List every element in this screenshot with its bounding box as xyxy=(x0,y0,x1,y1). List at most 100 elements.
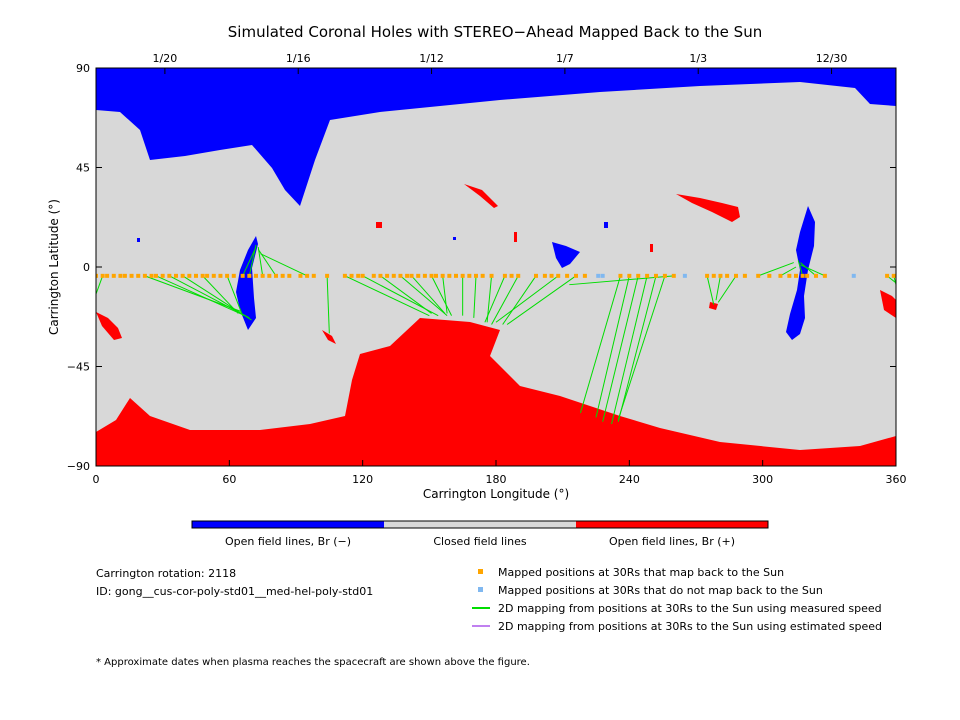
mapped-point xyxy=(398,273,403,278)
x-tick-label: 180 xyxy=(486,473,507,486)
mapped-point xyxy=(405,273,410,278)
colorbar-label: Open field lines, Br (−) xyxy=(225,535,351,548)
mapping-line xyxy=(611,275,648,425)
mapped-point xyxy=(136,273,141,278)
mapping-line xyxy=(431,275,453,316)
mapped-point xyxy=(534,273,538,278)
x-tick-label: 0 xyxy=(93,473,100,486)
mapped-point xyxy=(662,273,667,278)
coronal-hole-positive xyxy=(709,302,718,310)
plot-area xyxy=(95,67,897,467)
mapped-point xyxy=(705,273,710,278)
mapped-point xyxy=(280,273,285,278)
mapping-line xyxy=(797,260,804,276)
mapped-point xyxy=(454,273,458,278)
mapped-point xyxy=(734,273,738,278)
mapped-point xyxy=(422,273,427,278)
unmapped-point xyxy=(682,273,687,278)
mapped-point xyxy=(416,273,421,278)
x-axis-ticks: 0 60 120 180 240 300 360 xyxy=(93,460,907,486)
mapped-point xyxy=(311,273,316,278)
mapping-line xyxy=(248,244,257,276)
mapped-point xyxy=(885,273,890,278)
mapped-point xyxy=(180,273,185,278)
coronal-hole-positive xyxy=(676,194,740,222)
mapped-point xyxy=(725,273,730,278)
mapped-point xyxy=(460,273,465,278)
coronal-hole-positive xyxy=(96,312,122,340)
date-tick-label: 1/20 xyxy=(153,52,178,65)
mapping-line xyxy=(491,275,519,325)
y-tick-label: 0 xyxy=(83,261,90,274)
model-id: ID: gong__cus-cor-poly-std01__med-hel-po… xyxy=(96,585,373,598)
chart-title: Simulated Coronal Holes with STEREO−Ahea… xyxy=(228,23,762,41)
mapping-line xyxy=(155,275,246,317)
mapped-point xyxy=(305,273,310,278)
x-tick-label: 300 xyxy=(752,473,773,486)
mapped-point xyxy=(240,273,245,278)
mapped-point xyxy=(742,273,747,278)
footnote: * Approximate dates when plasma reaches … xyxy=(96,657,530,668)
y-tick-label: 90 xyxy=(76,62,90,75)
mapping-line xyxy=(96,275,104,296)
mapped-point xyxy=(516,273,521,278)
mapped-point xyxy=(794,273,798,278)
y-tick-label: −90 xyxy=(67,460,90,473)
mapped-point xyxy=(391,273,396,278)
x-axis-label: Carrington Longitude (°) xyxy=(423,487,569,501)
coronal-hole-positive xyxy=(376,222,382,228)
mapping-line xyxy=(579,275,621,414)
mapped-point xyxy=(627,273,632,278)
mapped-point xyxy=(434,273,438,278)
mapped-point xyxy=(756,273,761,278)
mapped-point xyxy=(618,273,623,278)
legend-marker xyxy=(478,569,483,574)
mapping-line xyxy=(400,275,448,317)
mapped-point xyxy=(805,273,810,278)
mapped-point xyxy=(654,273,658,278)
south-open-positive-region xyxy=(96,318,896,466)
mapped-point xyxy=(778,273,783,278)
mapped-point xyxy=(100,273,105,278)
mapped-point xyxy=(800,273,805,278)
coronal-hole-negative xyxy=(604,222,608,228)
mapping-line xyxy=(442,275,448,314)
mapped-point xyxy=(122,273,127,278)
colorbar-segment xyxy=(384,521,576,528)
mapped-point xyxy=(325,273,330,278)
mapped-point xyxy=(385,273,390,278)
mapped-point xyxy=(711,273,716,278)
mapping-line xyxy=(380,275,432,314)
mapped-point xyxy=(149,273,154,278)
mapping-line xyxy=(495,275,559,323)
mapped-point xyxy=(231,273,236,278)
mapping-line xyxy=(715,275,721,301)
mapped-point xyxy=(167,273,172,278)
colorbar-segment xyxy=(576,521,768,528)
mapping-line xyxy=(411,275,446,314)
unmapped-point xyxy=(596,273,601,278)
mapped-point xyxy=(814,273,818,278)
mapped-point xyxy=(349,273,354,278)
mapped-point xyxy=(542,273,547,278)
coronal-hole-negative xyxy=(552,242,580,268)
mapping-line xyxy=(242,246,257,277)
mapping-line xyxy=(617,275,657,422)
unmapped-point xyxy=(600,273,605,278)
mapping-line xyxy=(706,275,715,305)
mapping-line xyxy=(800,264,826,277)
x-tick-label: 360 xyxy=(886,473,907,486)
mapped-point xyxy=(205,273,210,278)
mapped-point xyxy=(718,273,723,278)
mapped-point xyxy=(142,273,147,278)
mapped-point xyxy=(822,273,827,278)
legend-label: 2D mapping from positions at 30Rs to the… xyxy=(498,620,882,633)
mapping-line xyxy=(893,275,896,287)
mapped-point xyxy=(129,273,134,278)
coronal-hole-positive xyxy=(464,184,498,208)
mapped-point xyxy=(378,273,383,278)
mapped-point xyxy=(371,273,376,278)
mapped-point xyxy=(671,273,676,278)
mapped-point xyxy=(174,273,178,278)
mapping-line xyxy=(595,275,630,418)
